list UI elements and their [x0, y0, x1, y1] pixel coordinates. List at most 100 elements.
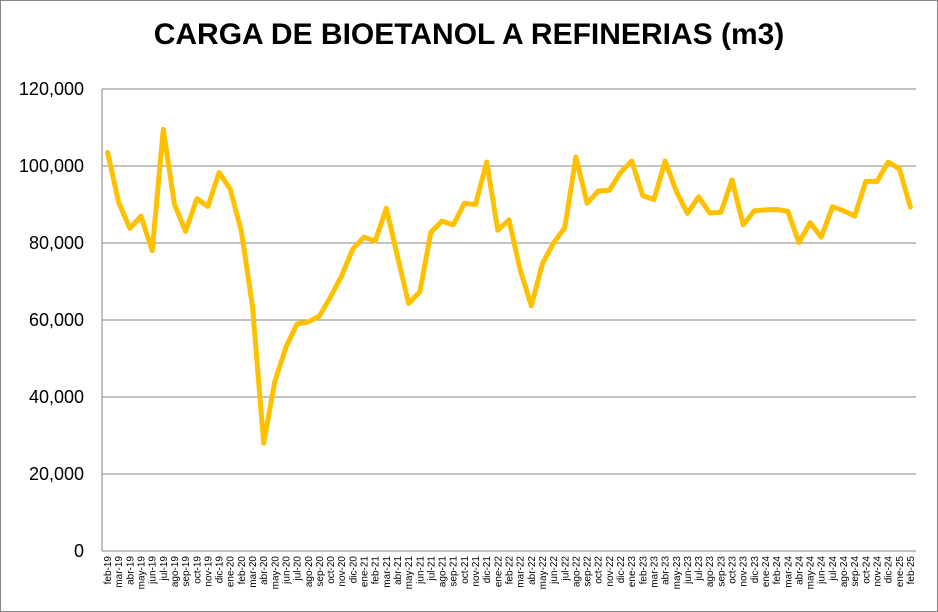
data-point — [183, 229, 188, 234]
y-tick-label: 40,000 — [29, 387, 84, 407]
data-point — [674, 189, 679, 194]
x-axis: feb-19 mar-19 abr-19 may-19 jun-19 jul-19 ago-… — [102, 550, 917, 590]
data-point — [306, 319, 311, 324]
y-tick-label: 0 — [74, 541, 84, 561]
x-tick-label: ene-25 — [895, 556, 906, 588]
x-tick-label: oct-20 — [326, 556, 337, 584]
data-point — [473, 202, 478, 207]
data-point — [830, 204, 835, 209]
data-point — [651, 197, 656, 202]
data-line — [105, 126, 913, 446]
x-tick-label: abr-19 — [125, 556, 136, 585]
x-tick-label: dic-21 — [482, 556, 493, 584]
x-tick-label: ene-24 — [761, 556, 772, 588]
data-point — [518, 267, 523, 272]
x-tick-label: nov-24 — [872, 556, 883, 587]
x-tick-label: feb-20 — [237, 556, 248, 585]
x-tick-label: abr-20 — [259, 556, 270, 585]
data-point — [384, 206, 389, 211]
data-point — [730, 177, 735, 182]
data-point — [763, 207, 768, 212]
x-tick-label: feb-25 — [906, 556, 917, 585]
data-point — [685, 211, 690, 216]
data-point — [239, 229, 244, 234]
x-tick-label: mar-23 — [649, 556, 660, 588]
data-point — [819, 235, 824, 240]
x-tick-label: dic-20 — [348, 556, 359, 584]
x-tick-label: feb-24 — [772, 556, 783, 585]
x-tick-label: nov-19 — [203, 556, 214, 587]
data-point — [540, 261, 545, 266]
x-tick-label: feb-22 — [505, 556, 516, 585]
data-point — [127, 226, 132, 231]
data-point — [707, 210, 712, 215]
x-tick-label: feb-19 — [103, 556, 114, 585]
data-point — [607, 188, 612, 193]
x-tick-label: mar-19 — [114, 556, 125, 588]
x-tick-label: ene-21 — [360, 556, 371, 588]
x-tick-label: jun-21 — [415, 556, 426, 585]
x-tick-label: sep-19 — [181, 556, 192, 587]
data-point — [350, 246, 355, 251]
data-point — [863, 179, 868, 184]
data-point — [629, 158, 634, 163]
series-line — [105, 126, 913, 446]
data-point — [852, 214, 857, 219]
data-point — [529, 303, 534, 308]
data-point — [283, 344, 288, 349]
data-point — [718, 210, 723, 215]
data-point — [395, 254, 400, 259]
x-tick-label: sep-23 — [716, 556, 727, 587]
x-tick-label: may-23 — [672, 556, 683, 590]
chart-title: CARGA DE BIOETANOL A REFINERIAS (m3) — [153, 18, 785, 51]
data-point — [696, 194, 701, 199]
data-point — [596, 189, 601, 194]
x-tick-label: mar-24 — [783, 556, 794, 588]
x-tick-label: jul-22 — [560, 556, 571, 582]
x-tick-label: ene-22 — [493, 556, 504, 588]
data-point — [808, 220, 813, 225]
x-tick-label: dic-24 — [884, 556, 895, 584]
x-tick-label: abr-24 — [794, 556, 805, 585]
data-point — [161, 127, 166, 132]
y-tick-label: 80,000 — [29, 233, 84, 253]
x-tick-label: abr-23 — [661, 556, 672, 585]
data-point — [874, 179, 879, 184]
data-point — [551, 241, 556, 246]
x-tick-label: feb-23 — [638, 556, 649, 585]
x-tick-label: jul-20 — [293, 556, 304, 582]
x-tick-label: jul-24 — [828, 556, 839, 582]
x-tick-label: ago-23 — [705, 556, 716, 588]
x-tick-label: ago-19 — [170, 556, 181, 588]
y-tick-label: 100,000 — [19, 156, 84, 176]
gridlines — [102, 88, 916, 475]
x-tick-label: nov-21 — [471, 556, 482, 587]
x-tick-label: feb-21 — [371, 556, 382, 585]
data-point — [752, 208, 757, 213]
x-tick-label: jun-20 — [281, 556, 292, 585]
data-point — [741, 222, 746, 227]
y-tick-label: 20,000 — [29, 464, 84, 484]
x-tick-label: mar-22 — [516, 556, 527, 588]
data-point — [194, 196, 199, 201]
data-point — [618, 170, 623, 175]
data-point — [663, 158, 668, 163]
data-point — [317, 314, 322, 319]
x-tick-label: mar-20 — [248, 556, 259, 588]
data-point — [451, 222, 456, 227]
data-point — [462, 201, 467, 206]
y-axis: 0 20,000 40,000 60,000 80,000 100,000 120,000 — [19, 79, 103, 561]
data-point — [406, 301, 411, 306]
x-tick-label: sep-21 — [449, 556, 460, 587]
data-point — [217, 170, 222, 175]
data-point — [440, 219, 445, 224]
y-tick-label: 60,000 — [29, 310, 84, 330]
x-tick-label: ago-22 — [571, 556, 582, 588]
data-point — [428, 230, 433, 235]
x-tick-label: sep-24 — [850, 556, 861, 587]
data-point — [295, 321, 300, 326]
data-point — [495, 228, 500, 233]
data-point — [328, 294, 333, 299]
x-tick-label: dic-22 — [616, 556, 627, 584]
